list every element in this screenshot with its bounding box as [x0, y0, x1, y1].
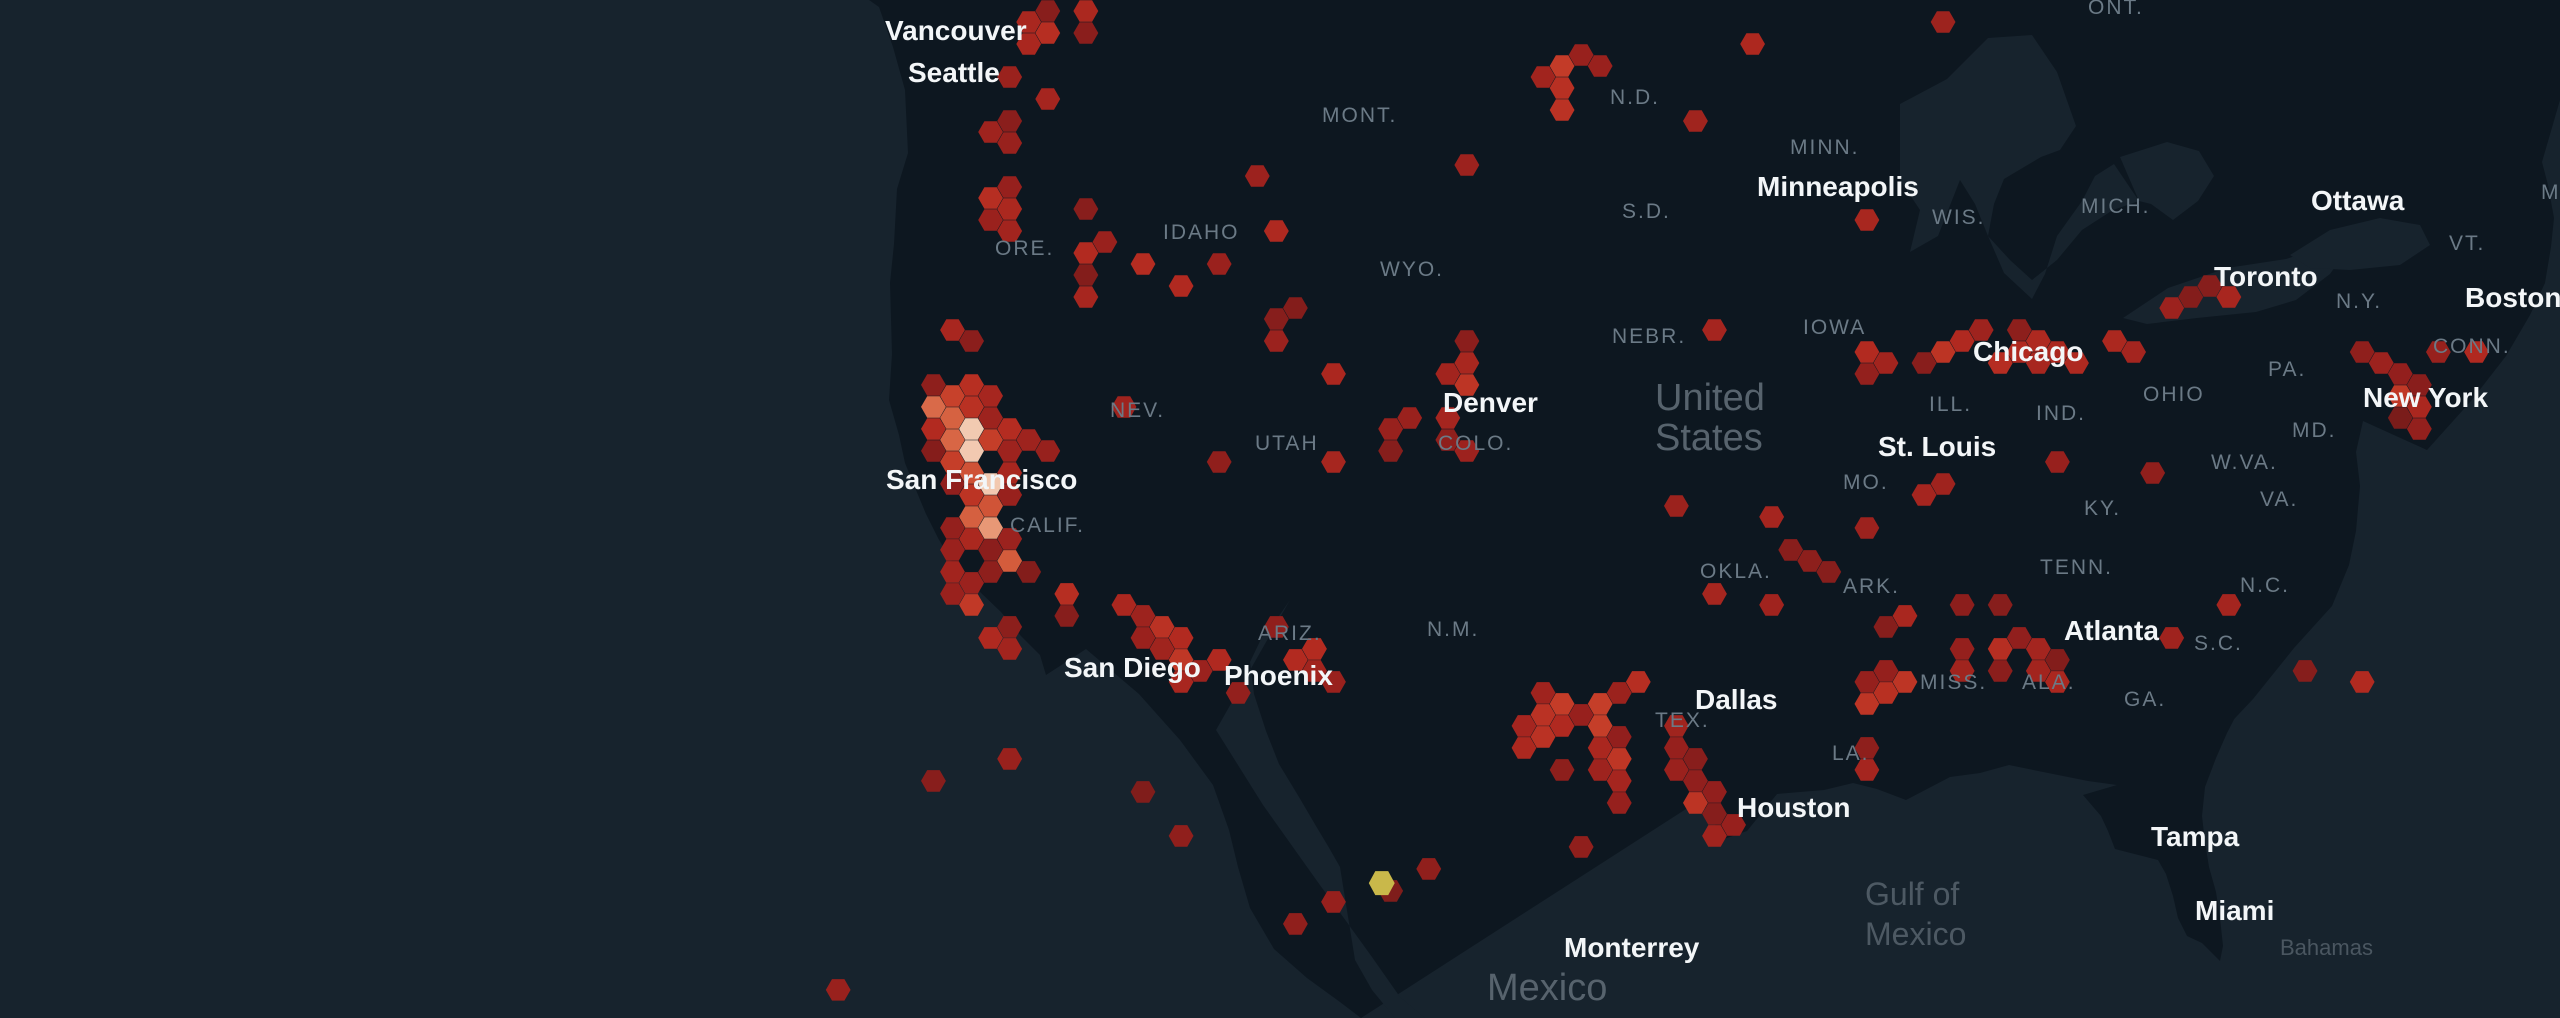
- svg-text:IOWA: IOWA: [1803, 316, 1866, 339]
- svg-text:ORE.: ORE.: [995, 237, 1054, 260]
- svg-text:Mexico: Mexico: [1865, 916, 1966, 952]
- svg-text:LA.: LA.: [1832, 742, 1870, 765]
- svg-text:Boston: Boston: [2465, 282, 2560, 313]
- svg-text:Vancouver: Vancouver: [885, 15, 1027, 46]
- svg-text:MICH.: MICH.: [2081, 195, 2151, 218]
- svg-text:ALA.: ALA.: [2022, 671, 2076, 694]
- svg-text:WYO.: WYO.: [1380, 258, 1444, 281]
- svg-text:VA.: VA.: [2260, 488, 2298, 511]
- svg-text:CONN.: CONN.: [2433, 335, 2511, 358]
- svg-text:TENN.: TENN.: [2040, 556, 2113, 579]
- svg-text:Miami: Miami: [2195, 895, 2274, 926]
- svg-text:St. Louis: St. Louis: [1878, 431, 1996, 462]
- svg-text:ONT.: ONT.: [2088, 0, 2144, 19]
- svg-text:ARK.: ARK.: [1843, 575, 1900, 598]
- svg-text:PA.: PA.: [2268, 358, 2306, 381]
- svg-text:IND.: IND.: [2036, 402, 2086, 425]
- svg-text:ARIZ.: ARIZ.: [1258, 622, 1322, 645]
- svg-text:Seattle: Seattle: [908, 57, 1000, 88]
- svg-text:ILL.: ILL.: [1929, 393, 1972, 416]
- svg-text:MD.: MD.: [2292, 419, 2337, 442]
- svg-text:San Diego: San Diego: [1064, 652, 1201, 683]
- svg-text:VT.: VT.: [2449, 232, 2485, 255]
- svg-text:Chicago: Chicago: [1973, 336, 2083, 367]
- svg-text:NEBR.: NEBR.: [1612, 325, 1686, 348]
- svg-text:GA.: GA.: [2124, 688, 2166, 711]
- svg-text:Gulf of: Gulf of: [1865, 876, 1959, 912]
- svg-text:San Francisco: San Francisco: [886, 464, 1077, 495]
- svg-text:N.C.: N.C.: [2240, 574, 2290, 597]
- svg-text:CALIF.: CALIF.: [1010, 514, 1085, 537]
- svg-text:New York: New York: [2363, 382, 2488, 413]
- svg-text:N.M.: N.M.: [1427, 618, 1479, 641]
- svg-text:States: States: [1655, 417, 1763, 459]
- svg-text:Denver: Denver: [1443, 387, 1538, 418]
- svg-text:Mexico: Mexico: [1487, 967, 1607, 1009]
- svg-text:MINN.: MINN.: [1790, 136, 1860, 159]
- svg-text:Phoenix: Phoenix: [1224, 660, 1333, 691]
- svg-text:M.: M.: [2541, 181, 2560, 204]
- svg-text:N.D.: N.D.: [1610, 86, 1660, 109]
- svg-text:Houston: Houston: [1737, 792, 1851, 823]
- svg-text:Tampa: Tampa: [2151, 821, 2240, 852]
- svg-text:United: United: [1655, 377, 1765, 419]
- svg-text:KY.: KY.: [2084, 497, 2121, 520]
- svg-text:UTAH: UTAH: [1255, 432, 1319, 455]
- svg-text:MISS.: MISS.: [1920, 671, 1987, 694]
- svg-text:W.VA.: W.VA.: [2211, 451, 2278, 474]
- svg-text:S.C.: S.C.: [2194, 632, 2243, 655]
- svg-text:Monterrey: Monterrey: [1564, 932, 1700, 963]
- svg-text:Dallas: Dallas: [1695, 684, 1778, 715]
- svg-text:Ottawa: Ottawa: [2311, 185, 2405, 216]
- svg-text:COLO.: COLO.: [1438, 432, 1513, 455]
- svg-text:Toronto: Toronto: [2214, 261, 2318, 292]
- svg-text:OKLA.: OKLA.: [1700, 560, 1772, 583]
- svg-text:MONT.: MONT.: [1322, 104, 1397, 127]
- svg-text:Bahamas: Bahamas: [2280, 935, 2373, 960]
- svg-text:N.Y.: N.Y.: [2336, 290, 2382, 313]
- svg-text:OHIO: OHIO: [2143, 383, 2205, 406]
- svg-text:MO.: MO.: [1843, 471, 1889, 494]
- svg-text:NEV.: NEV.: [1110, 399, 1165, 422]
- svg-text:Atlanta: Atlanta: [2064, 615, 2159, 646]
- svg-text:WIS.: WIS.: [1932, 206, 1986, 229]
- svg-text:Minneapolis: Minneapolis: [1757, 171, 1919, 202]
- svg-text:IDAHO: IDAHO: [1163, 221, 1240, 244]
- svg-text:S.D.: S.D.: [1622, 200, 1671, 223]
